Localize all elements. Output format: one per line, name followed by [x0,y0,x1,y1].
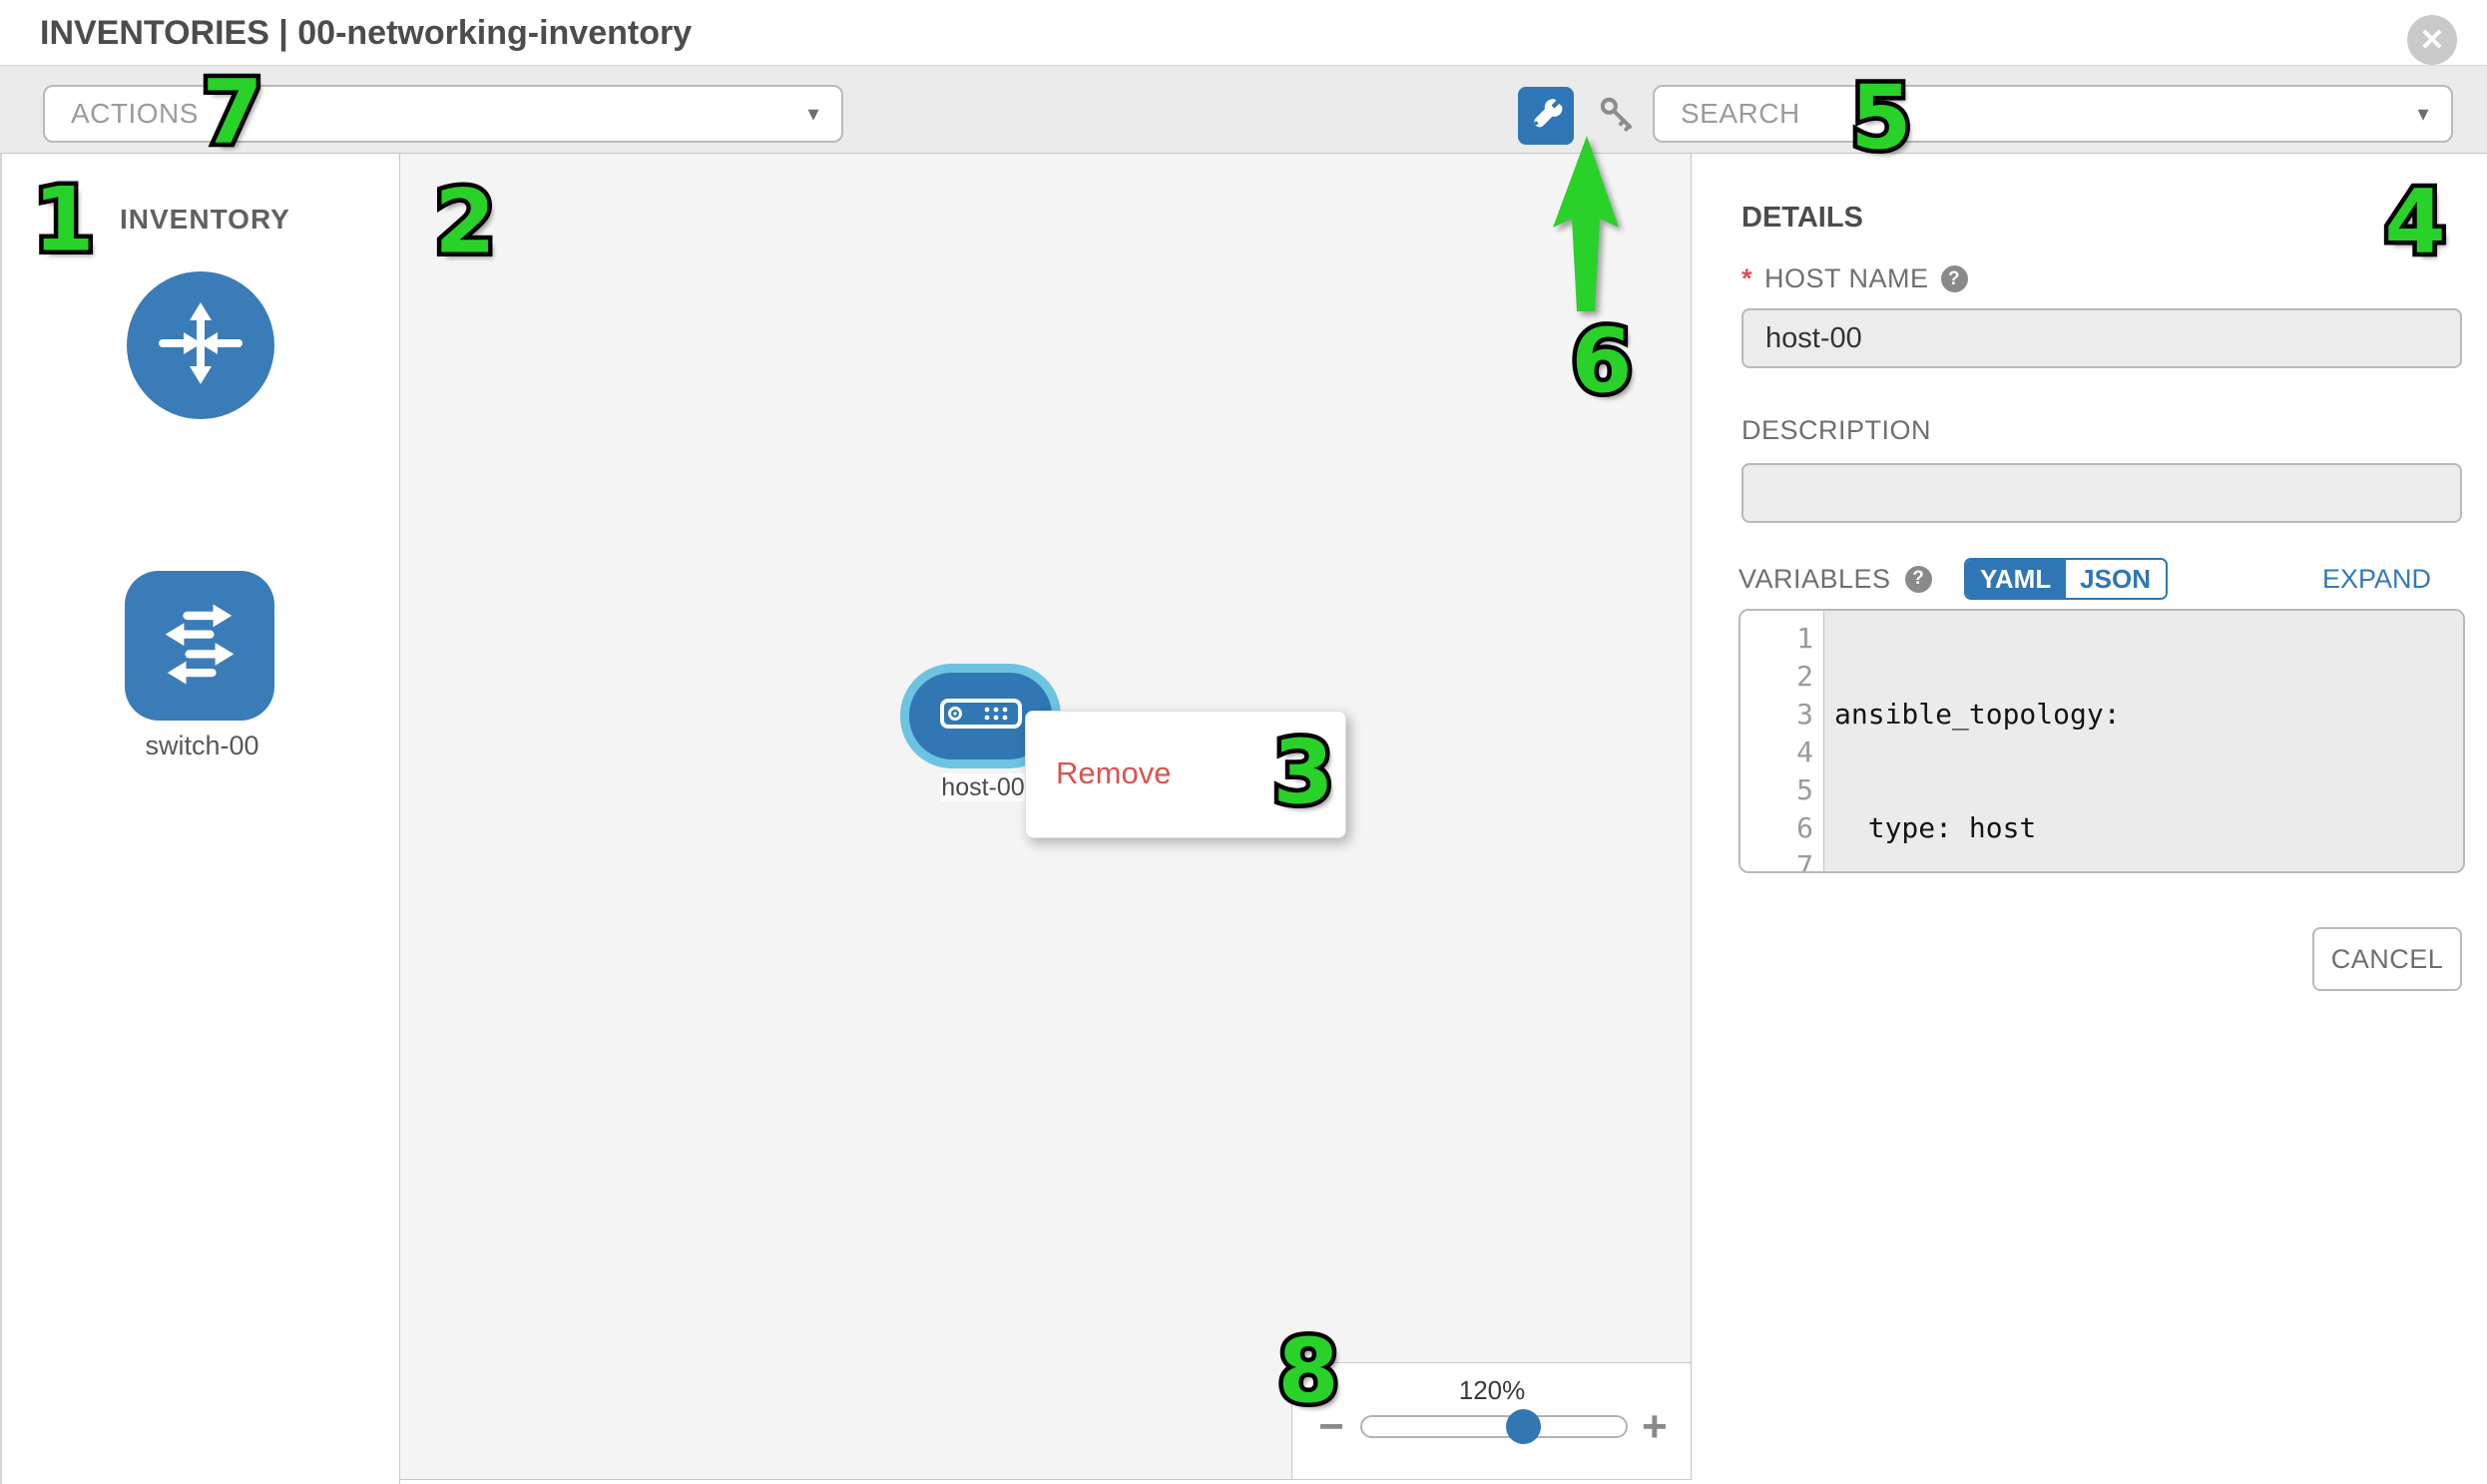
key-icon [1594,91,1640,142]
chevron-down-icon: ▾ [2417,101,2429,126]
search-dropdown[interactable]: SEARCH ▾ [1653,85,2453,143]
cancel-button[interactable]: CANCEL [2312,927,2462,991]
palette-title: INVENTORY [120,204,290,235]
wrench-icon [1529,97,1563,136]
chevron-down-icon: ▾ [807,101,819,126]
host-node-label: host-00 [940,773,1026,801]
toggle-yaml-button[interactable]: YAML [1965,560,2066,598]
device-palette: INVENTORY router-00 [0,154,400,1484]
details-panel: DETAILS * HOST NAME ? DESCRIPTION VARIAB… [1693,154,2487,1484]
switch-icon [148,592,251,701]
credentials-key-button[interactable] [1591,90,1643,142]
details-panel-title: DETAILS [1741,202,1863,234]
zoom-slider-track[interactable] [1360,1409,1628,1444]
search-dropdown-label: SEARCH [1681,98,1800,129]
host-icon [939,699,1022,734]
tools-button[interactable] [1518,87,1574,145]
header: INVENTORIES | 00-networking-inventory ✕ [0,0,2487,66]
actions-dropdown-label: ACTIONS [71,98,199,129]
required-marker: * [1741,263,1753,293]
variables-row: VARIABLES ? YAML JSON EXPAND [1739,557,2459,601]
node-context-menu: Details Remove [1025,711,1346,838]
code-line: ansible_topology: [1834,698,2121,731]
palette-item-router[interactable] [127,271,274,419]
palette-item-switch-label: switch-00 [145,731,259,760]
context-menu-item-remove[interactable]: Remove [1056,755,1172,790]
zoom-in-button[interactable]: + [1642,1402,1668,1451]
zoom-out-button[interactable]: − [1318,1402,1344,1451]
editor-code[interactable]: ansible_topology: type: host name: host-… [1824,611,2463,871]
description-input[interactable] [1741,463,2462,523]
help-icon[interactable]: ? [1904,565,1932,593]
actions-dropdown[interactable]: ACTIONS ▾ [43,85,843,143]
expand-link[interactable]: EXPAND [2321,563,2431,594]
format-toggle: YAML JSON [1963,558,2168,600]
page-title: INVENTORIES | 00-networking-inventory [40,14,693,52]
toggle-json-button[interactable]: JSON [2065,560,2166,598]
zoom-level-value: 120% [1458,1375,1526,1405]
description-label: DESCRIPTION [1741,415,1932,445]
palette-item-switch[interactable] [125,571,274,721]
host-name-label: HOST NAME [1764,263,1929,293]
zoom-control: 120% − + [1291,1362,1691,1480]
close-button[interactable]: ✕ [2407,15,2457,65]
description-label-row: DESCRIPTION [1741,415,1931,446]
host-name-input[interactable] [1741,308,2462,368]
zoom-slider-thumb[interactable] [1506,1409,1541,1444]
host-name-label-row: * HOST NAME ? [1741,263,1968,294]
code-line: type: host [1834,811,2037,844]
help-icon[interactable]: ? [1940,265,1968,292]
close-icon: ✕ [2419,23,2445,57]
variables-label: VARIABLES [1739,563,1891,594]
toolbar: ACTIONS ▾ SEARCH ▾ [0,66,2487,154]
router-icon [151,293,250,398]
